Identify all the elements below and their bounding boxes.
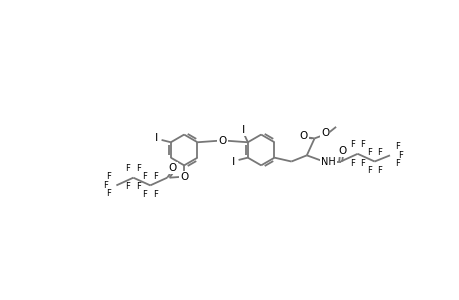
Text: F: F — [394, 142, 399, 152]
Text: F: F — [142, 190, 147, 199]
Text: O: O — [320, 128, 329, 138]
Text: NH: NH — [320, 157, 335, 166]
Text: F: F — [136, 164, 141, 173]
Text: F: F — [106, 172, 111, 182]
Text: F: F — [360, 158, 365, 167]
Text: F: F — [360, 140, 365, 149]
Text: F: F — [349, 140, 354, 149]
Text: F: F — [153, 190, 158, 199]
Text: F: F — [142, 172, 147, 181]
Text: F: F — [103, 181, 108, 190]
Text: F: F — [153, 172, 158, 181]
Text: F: F — [349, 158, 354, 167]
Text: F: F — [366, 166, 371, 175]
Text: O: O — [168, 163, 176, 173]
Text: O: O — [337, 146, 346, 156]
Text: F: F — [106, 189, 111, 198]
Text: I: I — [155, 134, 158, 143]
Text: F: F — [136, 182, 141, 191]
Text: I: I — [242, 125, 245, 135]
Text: F: F — [125, 182, 130, 191]
Text: O: O — [299, 131, 307, 141]
Text: O: O — [179, 172, 188, 182]
Text: F: F — [366, 148, 371, 157]
Text: F: F — [377, 148, 381, 157]
Text: F: F — [397, 151, 403, 160]
Text: F: F — [394, 159, 399, 168]
Text: O: O — [218, 136, 226, 146]
Text: I: I — [232, 157, 235, 166]
Text: F: F — [125, 164, 130, 173]
Text: F: F — [377, 166, 381, 175]
